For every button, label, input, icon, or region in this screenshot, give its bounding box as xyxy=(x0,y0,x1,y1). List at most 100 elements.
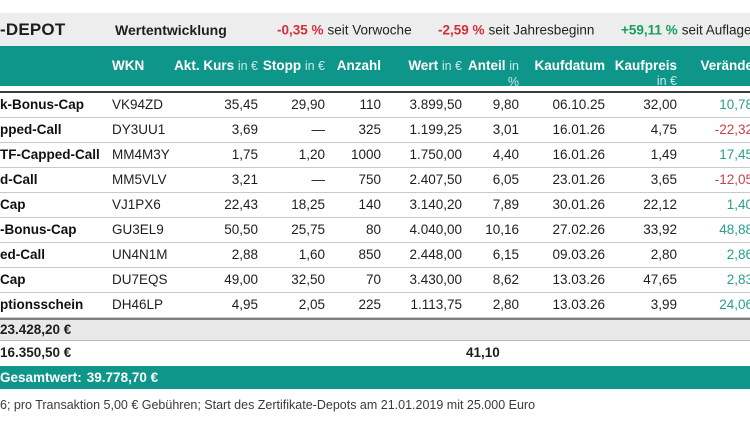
cell-kaufdatum: 23.01.26 xyxy=(552,172,605,187)
cell-product: k-Bonus-Cap xyxy=(0,97,84,112)
stat-label: seit Auflage xyxy=(681,22,750,37)
positions-sum-value: 23.428,20 € xyxy=(0,322,72,337)
stat-seit-jahresbeginn: -2,59 % seit Jahresbeginn xyxy=(438,22,594,37)
column-header-label: Kaufpreis xyxy=(614,58,677,73)
cell-kurs: 4,95 xyxy=(231,297,258,312)
column-header-stopp: Stopp in € xyxy=(258,46,325,86)
column-header-label: Anteil xyxy=(467,58,506,73)
column-header-label: Kaufdatum xyxy=(534,58,606,73)
cell-wkn: VK94ZD xyxy=(112,97,164,112)
totals-cash-row: 16.350,50 € 41,10 xyxy=(0,341,750,365)
cell-wert: 3.899,50 xyxy=(409,97,462,112)
stat-label: seit Vorwoche xyxy=(327,22,412,37)
cell-veraenderung: 48,88 xyxy=(719,222,750,237)
cell-stopp: 29,90 xyxy=(291,97,325,112)
performance-heading: Wertentwicklung xyxy=(115,21,227,38)
cell-kurs: 35,45 xyxy=(224,97,258,112)
cell-wkn: DY3UU1 xyxy=(112,122,166,137)
cell-product: pped-Call xyxy=(0,122,62,137)
cell-product: Cap xyxy=(0,197,26,212)
cell-kaufdatum: 30.01.26 xyxy=(552,197,605,212)
cell-kurs: 22,43 xyxy=(224,197,258,212)
cell-stopp: 25,75 xyxy=(291,222,325,237)
cell-stopp: — xyxy=(311,122,326,137)
column-header-kaufdatum: Kaufdatum xyxy=(519,46,606,86)
stat-value: +59,11 % xyxy=(621,22,678,37)
column-header-label: WKN xyxy=(112,58,145,73)
column-header-unit: in % xyxy=(507,59,519,86)
cell-wkn: MM4M3Y xyxy=(112,147,170,162)
cell-kaufdatum: 16.01.26 xyxy=(552,147,605,162)
cell-wert: 4.040,00 xyxy=(409,222,462,237)
cell-kaufpreis: 2,80 xyxy=(650,247,677,262)
grand-total: Gesamtwert: 39.778,70 € xyxy=(0,366,462,389)
column-header-unit: in € xyxy=(237,59,258,73)
cell-kaufdatum: 27.02.26 xyxy=(552,222,605,237)
footnote-text: 6; pro Transaktion 5,00 € Gebühren; Star… xyxy=(0,398,536,412)
cell-kaufdatum: 06.10.25 xyxy=(552,97,605,112)
column-header-ver-nde: Verände xyxy=(677,46,750,86)
cell-anteil: 3,01 xyxy=(492,122,519,137)
cell-wert: 1.113,75 xyxy=(410,297,462,312)
cell-wkn: DH46LP xyxy=(112,297,164,312)
cell-anteil: 6,15 xyxy=(492,247,519,262)
column-header-kaufpreis: Kaufpreis in € xyxy=(605,46,677,86)
cell-veraenderung: -22,32 xyxy=(714,122,750,137)
cell-stopp: 2,05 xyxy=(298,297,325,312)
cell-wkn: GU3EL9 xyxy=(112,222,164,237)
cell-wert: 2.448,00 xyxy=(409,247,462,262)
cell-anzahl: 325 xyxy=(358,122,381,137)
grand-total-value: 39.778,70 € xyxy=(86,370,159,385)
cell-anteil: 10,16 xyxy=(485,222,519,237)
column-header-wkn: WKN xyxy=(108,46,170,86)
cell-veraenderung: 24,06 xyxy=(719,297,750,312)
cell-product: -Bonus-Cap xyxy=(0,222,77,237)
cell-kurs: 1,75 xyxy=(231,147,258,162)
cell-kurs: 3,21 xyxy=(231,172,258,187)
column-header-unit: in € xyxy=(656,74,677,86)
cell-anzahl: 80 xyxy=(365,222,381,237)
cell-kurs: 3,69 xyxy=(231,122,258,137)
cell-kaufdatum: 16.01.26 xyxy=(552,122,605,137)
cell-anteil: 9,80 xyxy=(492,97,519,112)
cell-veraenderung: 2,83 xyxy=(726,272,750,287)
page-title: -DEPOT xyxy=(0,19,66,39)
table-row: ed-Call UN4N1M 2,88 1,60 850 2.448,00 6,15 09.0… xyxy=(0,243,750,268)
table-row: -Bonus-Cap GU3EL9 50,50 25,75 80 4.040,00 10,1… xyxy=(0,218,750,243)
cell-kaufpreis: 3,99 xyxy=(650,297,677,312)
column-header-label: Wert xyxy=(408,58,439,73)
cell-anzahl: 750 xyxy=(358,172,381,187)
cell-veraenderung: 1,40 xyxy=(726,197,750,212)
cell-anteil: 6,05 xyxy=(492,172,519,187)
cell-veraenderung: 10,78 xyxy=(719,97,750,112)
table-row: TF-Capped-Call MM4M3Y 1,75 1,20 1000 1.750,00… xyxy=(0,143,750,168)
column-header-akt-kurs: Akt. Kurs in € xyxy=(170,46,258,86)
cell-stopp: 18,25 xyxy=(291,197,325,212)
column-header-label: Verände xyxy=(700,58,750,73)
cash-sum-value: 16.350,50 € xyxy=(0,345,72,360)
cell-kaufpreis: 22,12 xyxy=(643,197,677,212)
table-column-header-bar: WKN Akt. Kurs in € Stopp in € Anzahl Wert … xyxy=(0,46,750,86)
cell-kaufpreis: 3,65 xyxy=(650,172,677,187)
totals-positions-row: 23.428,20 € xyxy=(0,318,750,341)
grand-total-bar: Gesamtwert: 39.778,70 € xyxy=(0,366,750,389)
cell-anzahl: 225 xyxy=(358,297,381,312)
cell-stopp: 1,60 xyxy=(298,247,325,262)
cell-kaufdatum: 13.03.26 xyxy=(552,272,605,287)
stat-seit-vorwoche: -0,35 % seit Vorwoche xyxy=(277,22,412,37)
column-header-label: Anzahl xyxy=(336,58,381,73)
title-bar: -DEPOT Wertentwicklung -0,35 % seit Vorwo… xyxy=(0,13,750,46)
cell-kaufpreis: 47,65 xyxy=(643,272,677,287)
column-header-label: Stopp xyxy=(262,58,302,73)
table-body: k-Bonus-Cap VK94ZD 35,45 29,90 110 3.899,50 9,… xyxy=(0,93,750,318)
table-row: k-Bonus-Cap VK94ZD 35,45 29,90 110 3.899,50 9,… xyxy=(0,93,750,118)
cell-product: ptionsschein xyxy=(0,297,84,312)
cell-kurs: 2,88 xyxy=(231,247,258,262)
column-header-unit: in € xyxy=(304,59,325,73)
cell-stopp: 32,50 xyxy=(291,272,325,287)
column-header-product xyxy=(0,46,108,86)
cell-stopp: 1,20 xyxy=(298,147,325,162)
cell-anteil: 2,80 xyxy=(492,297,519,312)
cell-wert: 3.140,20 xyxy=(409,197,462,212)
cell-veraenderung: 17,45 xyxy=(719,147,750,162)
